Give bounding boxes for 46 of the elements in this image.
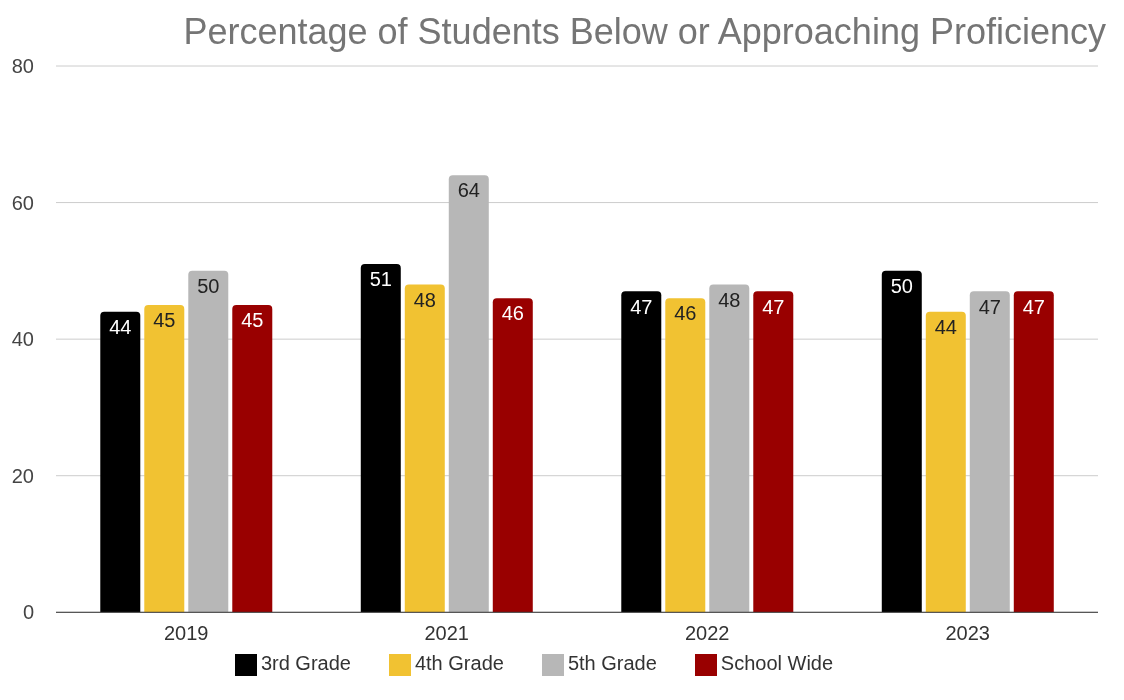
bar: [232, 305, 273, 613]
bar: [144, 305, 185, 613]
bar: [665, 298, 706, 613]
bar: [709, 284, 750, 613]
bar: [881, 270, 922, 613]
data-label: 47: [762, 295, 785, 318]
x-tick-label: 2022: [685, 622, 730, 645]
bar: [404, 284, 445, 613]
x-tick-label: 2019: [164, 622, 209, 645]
data-label: 51: [369, 268, 392, 291]
data-label: 50: [890, 275, 913, 298]
data-label: 46: [501, 302, 524, 325]
data-label: 50: [197, 275, 220, 298]
bar: [188, 270, 229, 613]
y-tick-label: 60: [11, 191, 34, 214]
x-tick-label: 2021: [424, 622, 469, 645]
data-label: 48: [718, 288, 741, 311]
data-label: 44: [109, 316, 132, 339]
y-tick-label: 0: [22, 601, 34, 624]
data-label: 45: [241, 309, 264, 332]
bar: [621, 291, 662, 613]
bar: [969, 291, 1010, 613]
bar: [448, 175, 489, 613]
data-label: 46: [674, 302, 697, 325]
legend-label: 5th Grade: [567, 652, 657, 675]
data-label: 48: [413, 288, 436, 311]
data-label: 47: [978, 295, 1001, 318]
data-label: 47: [630, 295, 653, 318]
legend-label: 3rd Grade: [260, 652, 351, 675]
y-tick-label: 20: [11, 464, 34, 487]
y-tick-label: 80: [11, 55, 34, 78]
bar: [492, 298, 533, 613]
y-tick-label: 40: [11, 328, 34, 351]
bar: [925, 311, 966, 613]
bar: [1013, 291, 1054, 613]
data-label: 47: [1022, 295, 1045, 318]
data-label: 64: [457, 179, 480, 202]
data-label: 45: [153, 309, 176, 332]
bar: [100, 311, 141, 613]
bar: [753, 291, 794, 613]
legend-label: School Wide: [720, 652, 834, 675]
chart-title: Percentage of Students Below or Approaching Proficiency: [182, 10, 1107, 54]
legend-label: 4th Grade: [414, 652, 504, 675]
bar: [360, 264, 401, 613]
x-tick-label: 2023: [945, 622, 990, 645]
data-label: 44: [934, 316, 957, 339]
